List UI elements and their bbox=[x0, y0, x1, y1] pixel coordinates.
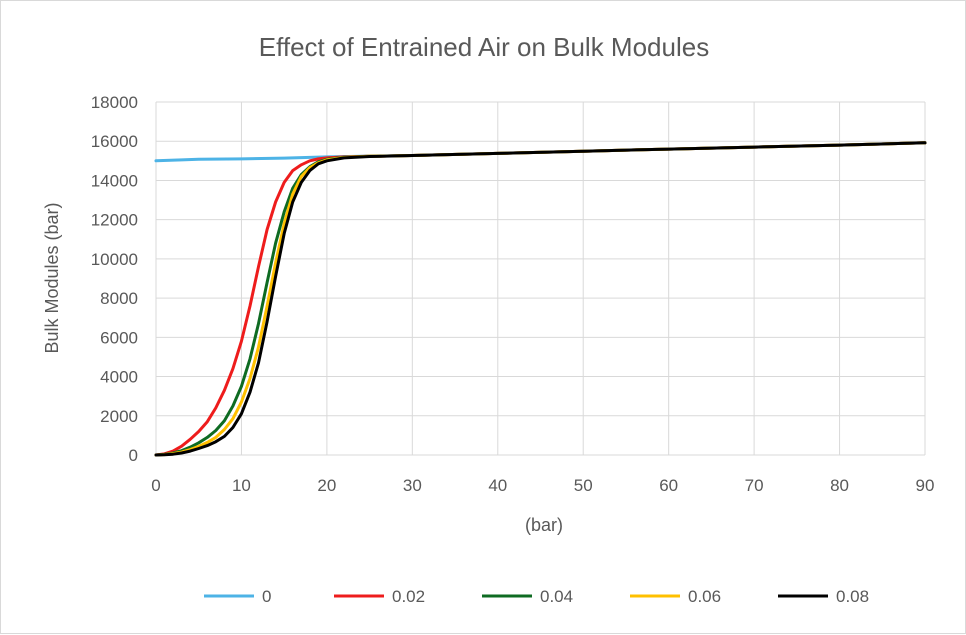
x-tick-label: 80 bbox=[830, 476, 849, 495]
legend: 0 0.02 0.04 0.06 0.08 bbox=[204, 587, 869, 606]
series-line-4 bbox=[154, 141, 927, 457]
y-tick-label: 10000 bbox=[91, 250, 138, 269]
legend-label: 0.06 bbox=[688, 587, 721, 606]
y-tick-label: 8000 bbox=[100, 289, 138, 308]
x-tick-label: 0 bbox=[151, 476, 160, 495]
x-tick-label: 70 bbox=[745, 476, 764, 495]
legend-label: 0.04 bbox=[540, 587, 573, 606]
x-tick-label: 40 bbox=[488, 476, 507, 495]
legend-label: 0 bbox=[262, 587, 271, 606]
y-tick-label: 2000 bbox=[100, 407, 138, 426]
chart-title: Effect of Entrained Air on Bulk Modules bbox=[259, 32, 709, 62]
series-lines bbox=[154, 141, 927, 457]
y-tick-label: 18000 bbox=[91, 93, 138, 112]
y-tick-label: 6000 bbox=[100, 328, 138, 347]
x-tick-label: 60 bbox=[659, 476, 678, 495]
x-tick-label: 30 bbox=[403, 476, 422, 495]
x-tick-label: 90 bbox=[916, 476, 935, 495]
y-tick-label: 0 bbox=[129, 446, 138, 465]
tick-labels: 0 2000 4000 6000 8000 10000 12000 14000 16000 180… bbox=[91, 93, 935, 495]
legend-label: 0.08 bbox=[836, 587, 869, 606]
y-axis-label: Bulk Modules (bar) bbox=[42, 202, 62, 353]
x-axis-label: (bar) bbox=[525, 515, 563, 535]
x-tick-label: 50 bbox=[574, 476, 593, 495]
legend-label: 0.02 bbox=[392, 587, 425, 606]
x-tick-label: 10 bbox=[232, 476, 251, 495]
y-tick-label: 12000 bbox=[91, 211, 138, 230]
y-tick-label: 4000 bbox=[100, 368, 138, 387]
y-tick-label: 14000 bbox=[91, 171, 138, 190]
y-tick-label: 16000 bbox=[91, 132, 138, 151]
x-tick-label: 20 bbox=[317, 476, 336, 495]
